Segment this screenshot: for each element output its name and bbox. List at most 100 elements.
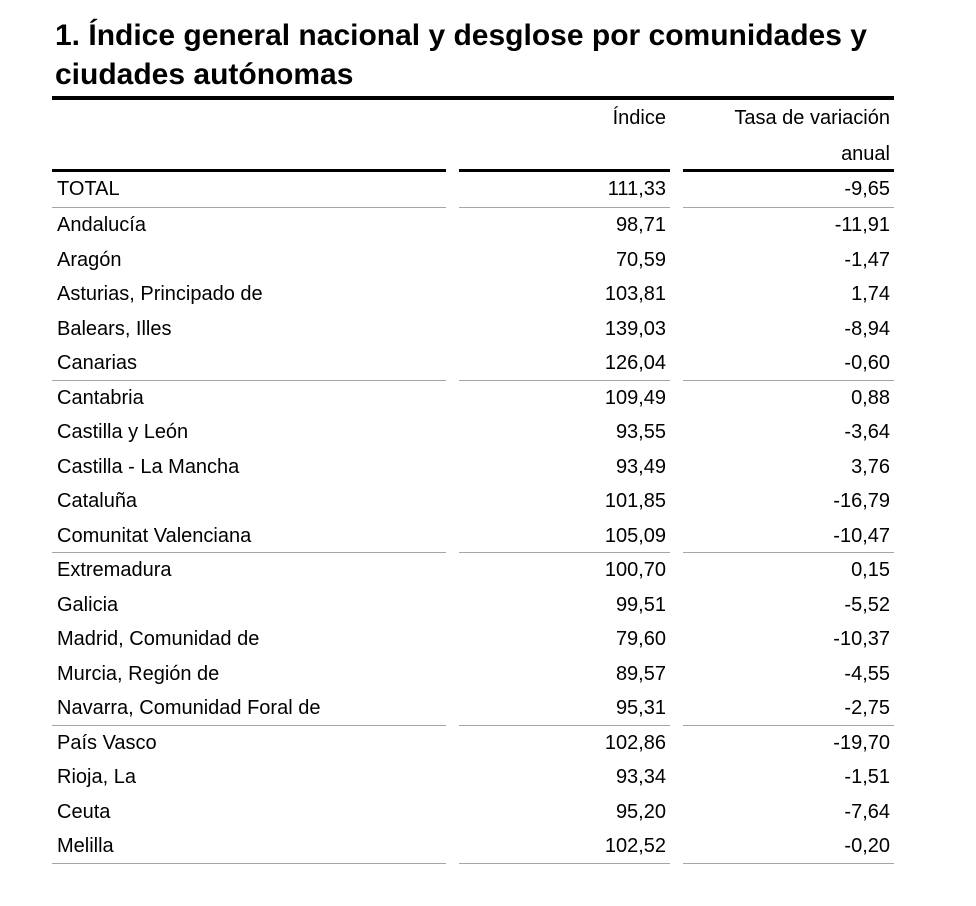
rate-value: -16,79 xyxy=(833,490,890,512)
index-value: 111,33 xyxy=(607,178,666,200)
table-row: Castilla - La Mancha 93,49 3,76 xyxy=(0,450,976,485)
rate-value: -4,55 xyxy=(844,662,890,685)
rate-value: -8,94 xyxy=(844,317,890,340)
header-rule-index xyxy=(459,169,670,172)
region-name: Melilla xyxy=(57,835,114,857)
region-name: País Vasco xyxy=(57,731,157,754)
row-separator xyxy=(459,862,670,864)
row-separator xyxy=(52,724,446,726)
rate-value: -0,60 xyxy=(844,352,890,374)
rate-value: -7,64 xyxy=(844,800,890,823)
rate-value: -11,91 xyxy=(834,214,890,236)
index-value: 139,03 xyxy=(604,317,666,340)
region-name: Comunitat Valenciana xyxy=(57,524,252,547)
index-value: 70,59 xyxy=(615,248,666,271)
table-row: País Vasco 102,86 -19,70 xyxy=(0,726,976,761)
table-row: Madrid, Comunidad de 79,60 -10,37 xyxy=(0,622,976,657)
table-row: Andalucía 98,71 -11,91 xyxy=(0,208,976,243)
rate-value: -1,47 xyxy=(844,248,890,271)
rate-value: -0,20 xyxy=(844,835,890,857)
index-value: 102,86 xyxy=(604,731,666,754)
region-name: Murcia, Región de xyxy=(57,662,220,685)
rate-value: 3,76 xyxy=(851,455,890,478)
index-value: 100,70 xyxy=(604,559,666,581)
table-row: Canarias 126,04 -0,60 xyxy=(0,346,976,381)
index-value: 98,71 xyxy=(615,214,666,236)
region-name: Castilla - La Mancha xyxy=(57,455,240,478)
table-row: Aragón 70,59 -1,47 xyxy=(0,243,976,278)
index-value: 95,20 xyxy=(615,800,666,823)
table-row: Murcia, Región de 89,57 -4,55 xyxy=(0,657,976,692)
index-value: 93,49 xyxy=(615,455,666,478)
row-separator xyxy=(459,552,670,553)
table-title: 1. Índice general nacional y desglose po… xyxy=(55,19,867,91)
column-header-rate-line2: anual xyxy=(841,143,890,165)
region-name: Rioja, La xyxy=(57,766,136,788)
table-row: Cantabria 109,49 0,88 xyxy=(0,381,976,416)
region-name: Extremadura xyxy=(57,559,172,581)
region-name: Navarra, Comunidad Foral de xyxy=(57,697,321,719)
region-name: TOTAL xyxy=(57,178,120,200)
column-header-index: Índice xyxy=(612,107,666,129)
header-rule-rate xyxy=(683,169,894,172)
row-separator xyxy=(683,207,894,208)
region-name: Canarias xyxy=(57,352,138,374)
table-row: Melilla 102,52 -0,20 xyxy=(0,829,976,864)
header-rule-name xyxy=(52,169,446,172)
rate-value: 1,74 xyxy=(851,283,890,305)
index-value: 109,49 xyxy=(604,386,666,409)
region-name: Galicia xyxy=(57,593,119,616)
region-name: Madrid, Comunidad de xyxy=(57,628,260,650)
rate-value: -10,37 xyxy=(833,628,890,650)
table-row: Balears, Illes 139,03 -8,94 xyxy=(0,312,976,347)
rate-value: -3,64 xyxy=(844,421,890,443)
rate-value: -19,70 xyxy=(833,731,890,754)
rate-value: -2,75 xyxy=(844,697,890,719)
index-value: 105,09 xyxy=(604,524,666,547)
row-separator xyxy=(52,207,446,208)
row-separator xyxy=(683,724,894,726)
table-row: Rioja, La 93,34 -1,51 xyxy=(0,760,976,795)
table-row: Ceuta 95,20 -7,64 xyxy=(0,795,976,830)
row-separator xyxy=(52,862,446,864)
index-value: 79,60 xyxy=(615,628,666,650)
rate-value: -5,52 xyxy=(844,593,890,616)
rate-value: 0,15 xyxy=(851,559,890,581)
data-table-body: TOTAL 111,33 -9,65 Andalucía 98,71 -11,91 Arag… xyxy=(0,172,976,864)
region-name: Cataluña xyxy=(57,490,138,512)
rate-value: -9,65 xyxy=(844,178,890,200)
region-name: Ceuta xyxy=(57,800,111,823)
row-separator xyxy=(52,379,446,381)
index-value: 93,34 xyxy=(615,766,666,788)
region-name: Balears, Illes xyxy=(57,317,172,340)
table-row: Galicia 99,51 -5,52 xyxy=(0,588,976,623)
row-separator xyxy=(459,379,670,381)
column-header-rate: Tasa de variación xyxy=(734,107,890,129)
region-name: Andalucía xyxy=(57,214,146,236)
row-separator xyxy=(683,379,894,381)
rate-value: -10,47 xyxy=(833,524,890,547)
index-value: 93,55 xyxy=(615,421,666,443)
row-separator xyxy=(459,724,670,726)
index-value: 89,57 xyxy=(615,662,666,685)
index-value: 95,31 xyxy=(615,697,666,719)
region-name: Castilla y León xyxy=(57,421,189,443)
region-name: Aragón xyxy=(57,248,122,271)
row-separator xyxy=(683,862,894,864)
rate-value: 0,88 xyxy=(851,386,890,409)
table-row: Cataluña 101,85 -16,79 xyxy=(0,484,976,519)
index-value: 102,52 xyxy=(604,835,666,857)
table-row: Comunitat Valenciana 105,09 -10,47 xyxy=(0,519,976,553)
total-row: TOTAL 111,33 -9,65 xyxy=(0,172,976,208)
index-value: 99,51 xyxy=(615,593,666,616)
index-value: 103,81 xyxy=(604,283,666,305)
table-row: Navarra, Comunidad Foral de 95,31 -2,75 xyxy=(0,691,976,726)
table-row: Extremadura 100,70 0,15 xyxy=(0,553,976,588)
row-separator xyxy=(52,552,446,553)
title-rule xyxy=(52,96,894,100)
region-name: Cantabria xyxy=(57,386,144,409)
table-row: Castilla y León 93,55 -3,64 xyxy=(0,415,976,450)
index-value: 101,85 xyxy=(604,490,666,512)
region-name: Asturias, Principado de xyxy=(57,283,263,305)
table-row: Asturias, Principado de 103,81 1,74 xyxy=(0,277,976,312)
